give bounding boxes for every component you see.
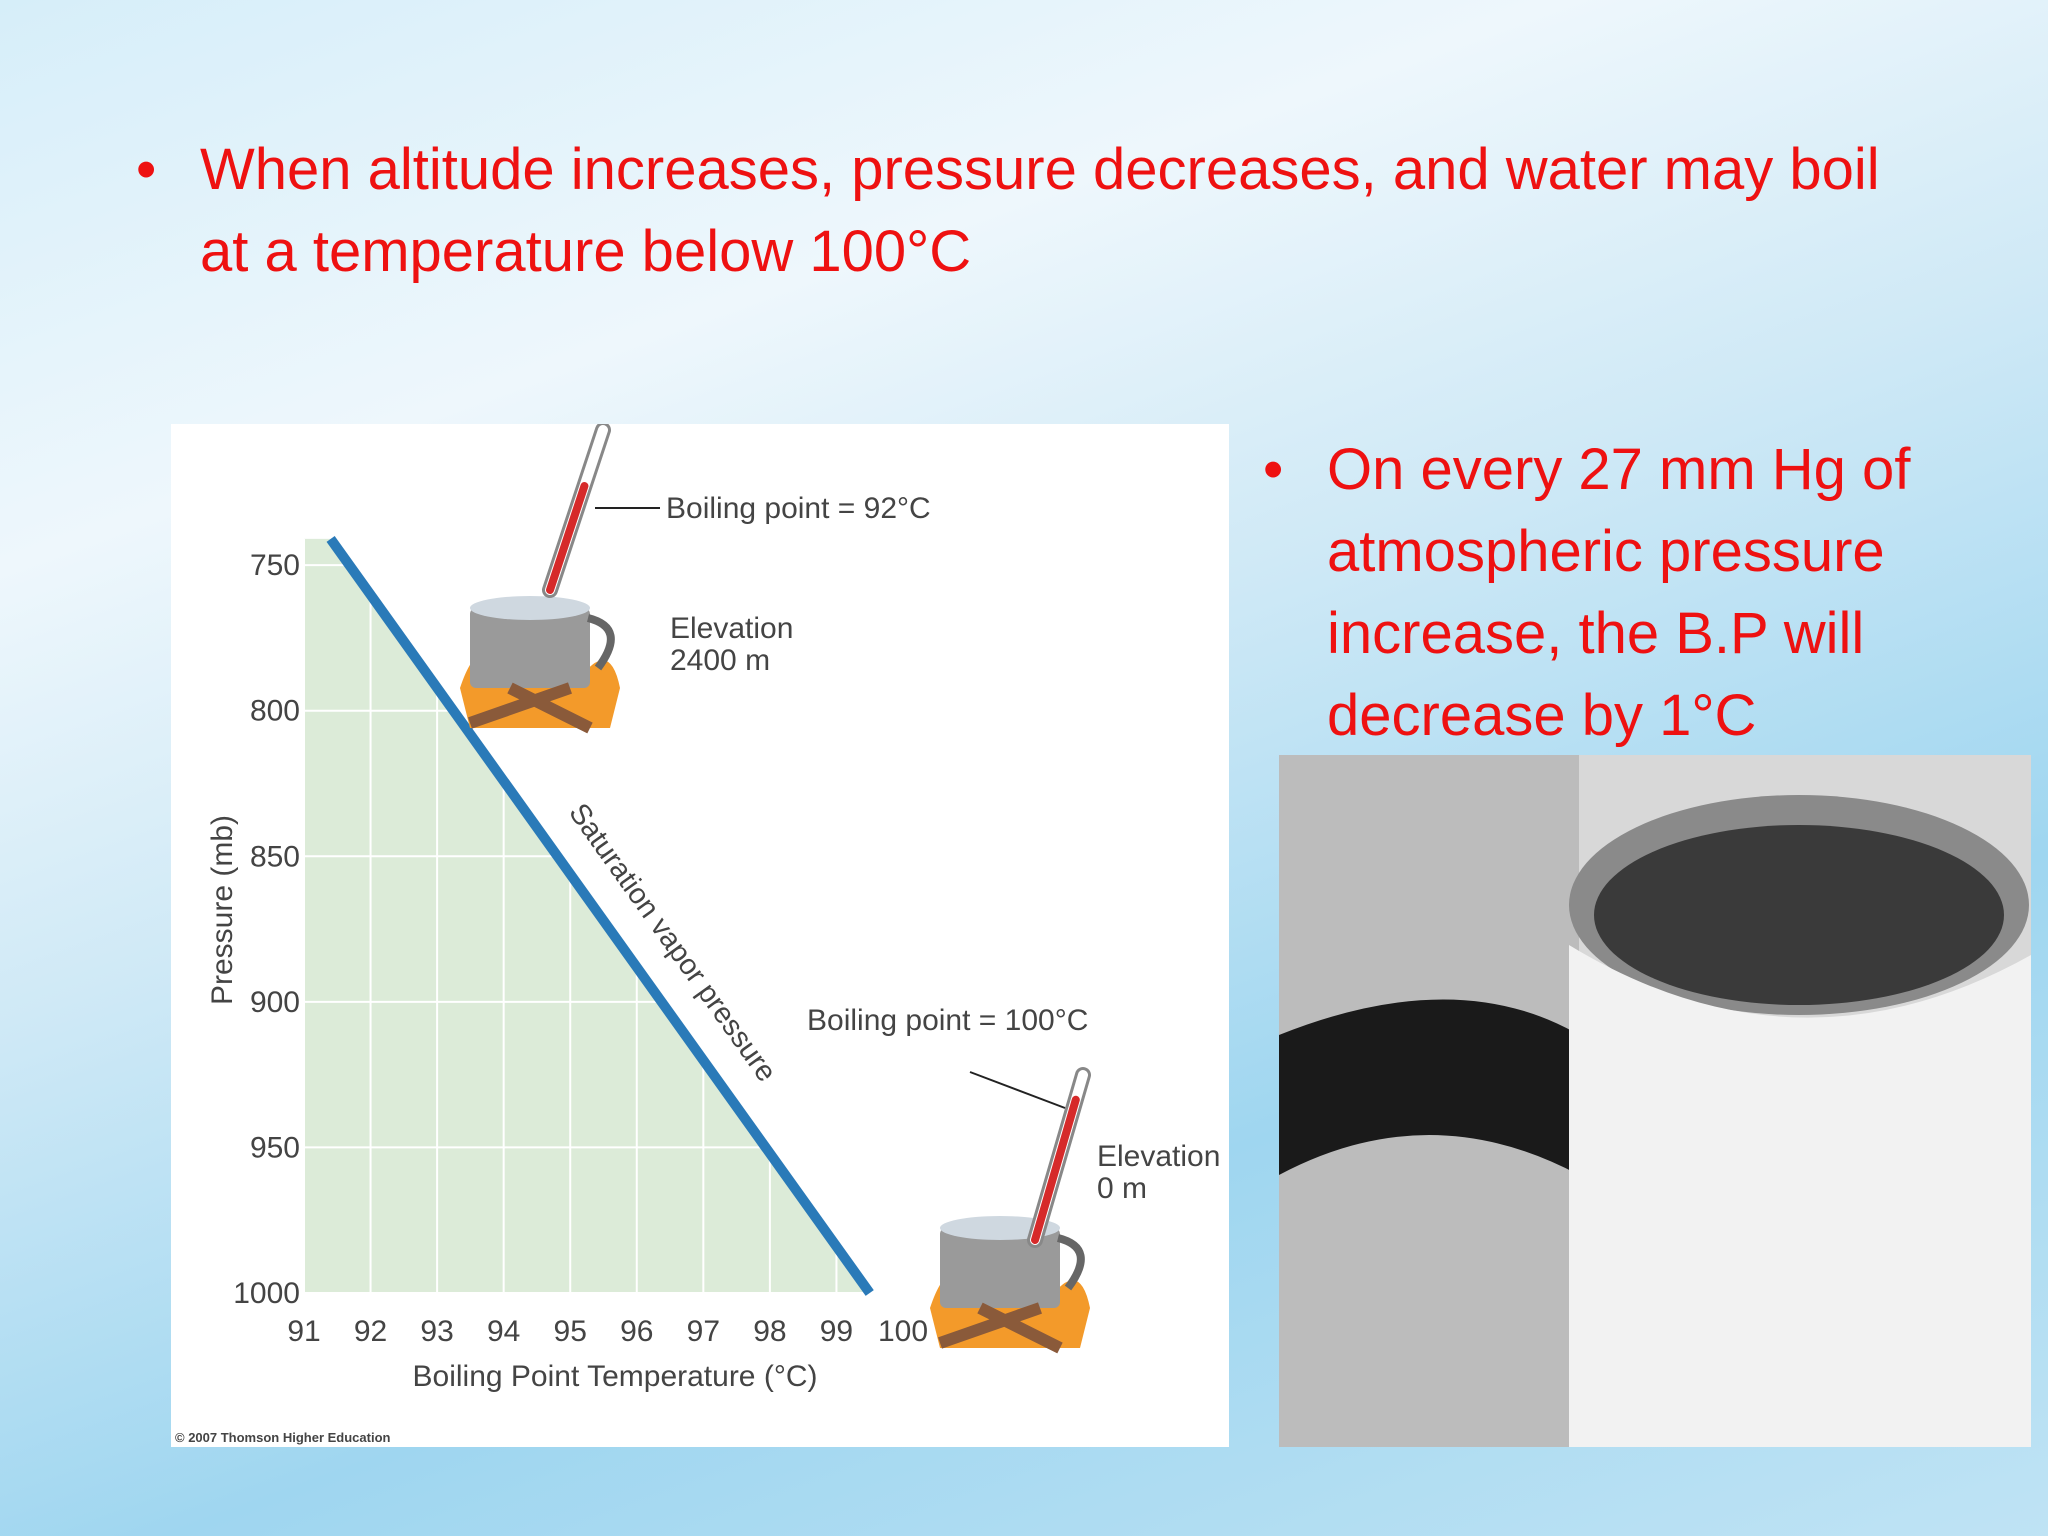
arrow [969,1071,1066,1109]
annotation: Boiling point = 92°C [666,492,931,525]
x-axis-title: Boiling Point Temperature (°C) [413,1360,818,1393]
bullet-text: When altitude increases, pressure decrea… [200,137,1880,284]
x-tick-label: 91 [287,1315,320,1348]
x-tick-label: 100 [878,1315,928,1348]
annotation: Elevation [1097,1140,1220,1173]
photo [1279,755,2031,1447]
x-tick-label: 93 [420,1315,453,1348]
annotation: Boiling point = 100°C [807,1004,1088,1037]
pot-handle [1056,1234,1085,1291]
y-tick-label: 850 [250,840,300,873]
y-tick-label: 750 [250,549,300,582]
x-tick-label: 92 [354,1315,387,1348]
chart: 91 92 93 94 95 96 97 98 99 100 750 800 850 900 950 1000… [171,424,1229,1447]
annotation: 2400 m [670,644,770,677]
credit: © 2007 Thomson Higher Education [175,1430,391,1445]
y-axis-title: Pressure (mb) [206,815,239,1005]
x-tick-label: 95 [554,1315,587,1348]
y-tick-label: 900 [250,986,300,1019]
thermometer-red [1031,1095,1080,1244]
y-tick-label: 1000 [233,1277,300,1310]
y-tick-label: 800 [250,695,300,728]
bullet-dot: • [136,137,157,202]
pot [940,1228,1060,1308]
bullet: • On every 27 mm Hg of atmospheric press… [1263,429,2007,757]
bullet: • When altitude increases, pressure decr… [136,129,1920,293]
annotation: 0 m [1097,1172,1147,1205]
x-tick-label: 94 [487,1315,520,1348]
logs [938,1302,1063,1354]
bullet-dot: • [1263,437,1284,502]
y-tick-label: 950 [250,1131,300,1164]
line [326,536,874,1296]
bullet-text: On every 27 mm Hg of atmospheric pressur… [1327,437,1911,748]
pot [470,608,590,688]
pot-rim [470,596,590,620]
x-tick-label: 98 [753,1315,786,1348]
logs [468,682,593,734]
x-tick-label: 96 [620,1315,653,1348]
pot-handle [586,614,615,671]
thermometer-red [546,482,589,594]
annotation: Elevation [670,612,793,645]
x-tick-label: 97 [687,1315,720,1348]
x-tick-label: 99 [820,1315,853,1348]
shaded-area [304,538,870,1293]
